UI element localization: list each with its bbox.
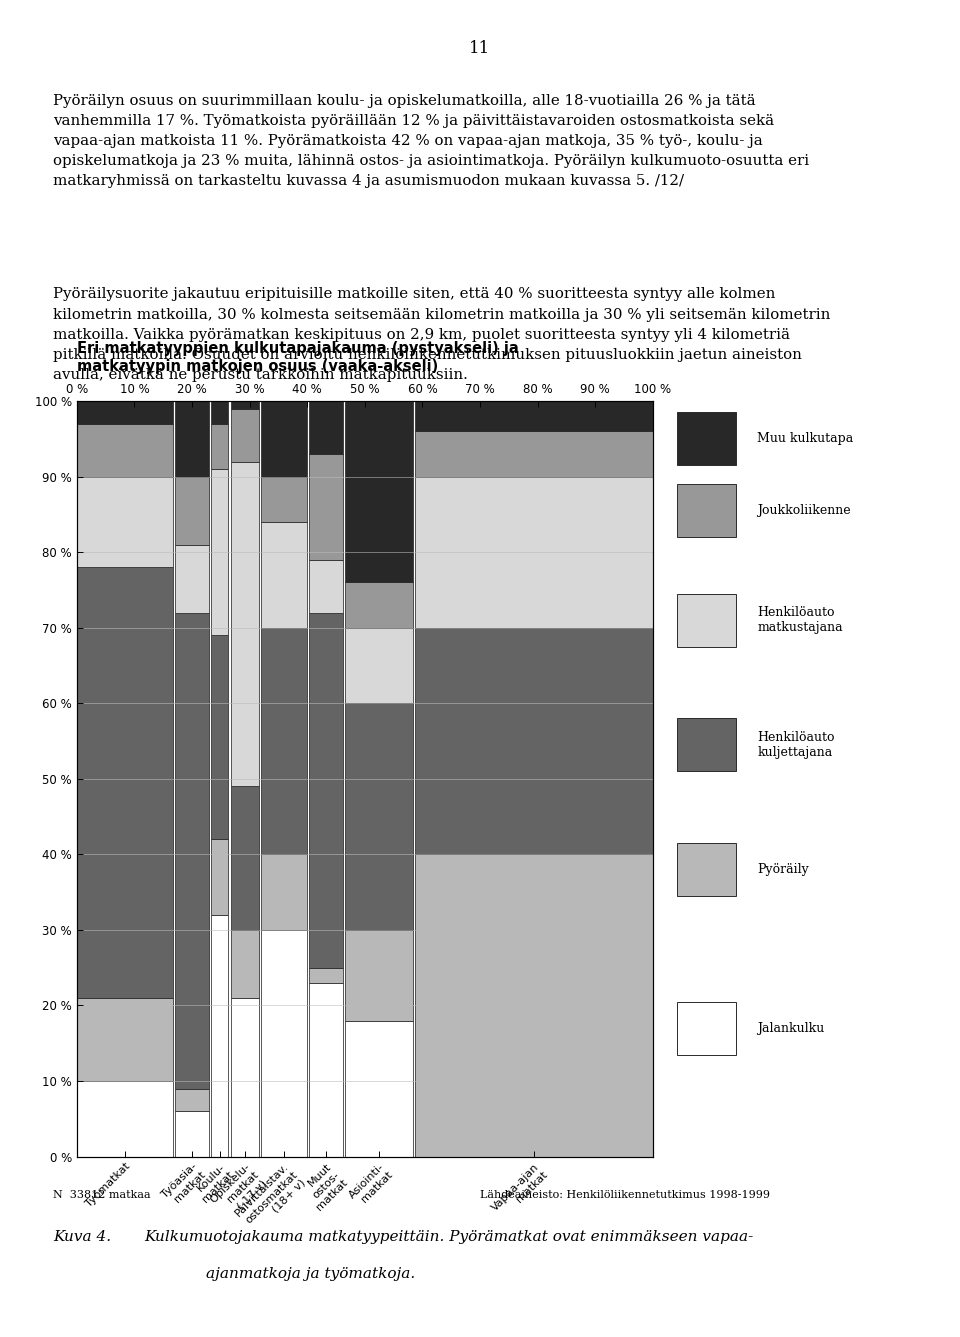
- Bar: [77, 477, 173, 567]
- Bar: [345, 703, 413, 931]
- Bar: [261, 854, 306, 931]
- Bar: [77, 401, 173, 424]
- Bar: [309, 983, 343, 1157]
- Text: Lähdeaineisto: Henkilöliikennetutkimus 1998-1999: Lähdeaineisto: Henkilöliikennetutkimus 1…: [480, 1190, 770, 1199]
- Bar: [211, 840, 228, 915]
- Bar: [309, 455, 343, 560]
- Bar: [309, 401, 343, 455]
- Bar: [230, 786, 259, 931]
- Bar: [309, 968, 343, 983]
- Bar: [345, 583, 413, 628]
- Bar: [261, 628, 306, 854]
- Bar: [309, 560, 343, 612]
- Text: Kulkumuotojakauma matkatyypeittäin. Pyörämatkat ovat enimmäkseen vapaa-: Kulkumuotojakauma matkatyypeittäin. Pyör…: [144, 1230, 754, 1243]
- Bar: [677, 484, 736, 537]
- Bar: [677, 412, 736, 465]
- Bar: [211, 915, 228, 1157]
- Bar: [230, 461, 259, 786]
- Text: Pyöräily: Pyöräily: [757, 862, 809, 876]
- Bar: [211, 424, 228, 469]
- Bar: [415, 401, 653, 432]
- Bar: [677, 718, 736, 771]
- Bar: [77, 997, 173, 1080]
- Bar: [415, 477, 653, 628]
- Bar: [77, 567, 173, 997]
- Bar: [211, 635, 228, 840]
- Bar: [415, 432, 653, 477]
- Bar: [211, 469, 228, 635]
- Bar: [261, 401, 306, 477]
- Bar: [415, 628, 653, 854]
- Bar: [309, 612, 343, 968]
- Bar: [261, 521, 306, 628]
- Bar: [176, 477, 209, 544]
- Bar: [211, 401, 228, 424]
- Bar: [77, 424, 173, 477]
- Bar: [176, 544, 209, 612]
- Text: Pyöräilyn osuus on suurimmillaan koulu- ja opiskelumatkoilla, alle 18-vuotiailla: Pyöräilyn osuus on suurimmillaan koulu- …: [53, 94, 809, 187]
- Text: 11: 11: [469, 40, 491, 57]
- Bar: [77, 1080, 173, 1157]
- Bar: [345, 401, 413, 583]
- Bar: [677, 594, 736, 647]
- Text: Jalankulku: Jalankulku: [757, 1021, 825, 1035]
- Bar: [176, 401, 209, 477]
- Bar: [677, 1001, 736, 1055]
- Bar: [230, 931, 259, 997]
- Text: Pyöräilysuorite jakautuu eripituisille matkoille siten, että 40 % suoritteesta s: Pyöräilysuorite jakautuu eripituisille m…: [53, 287, 830, 381]
- Bar: [677, 844, 736, 896]
- Bar: [176, 1088, 209, 1111]
- Bar: [230, 409, 259, 461]
- Text: Henkilöauto
matkustajana: Henkilöauto matkustajana: [757, 606, 843, 634]
- Bar: [345, 931, 413, 1020]
- Text: Muu kulkutapa: Muu kulkutapa: [757, 432, 853, 445]
- Bar: [176, 1111, 209, 1157]
- Text: Joukkoliikenne: Joukkoliikenne: [757, 504, 852, 517]
- Bar: [345, 628, 413, 703]
- Bar: [230, 401, 259, 409]
- Bar: [230, 997, 259, 1157]
- Bar: [176, 612, 209, 1088]
- Bar: [345, 1020, 413, 1157]
- Text: N  33812 matkaa: N 33812 matkaa: [53, 1190, 151, 1199]
- Text: Eri matkatyyppien kulkutapajakauma (pystyakseli) ja
matkatyypin matkojen osuus (: Eri matkatyyppien kulkutapajakauma (pyst…: [77, 341, 518, 373]
- Text: Henkilöauto
kuljettajana: Henkilöauto kuljettajana: [757, 731, 835, 759]
- Bar: [261, 931, 306, 1157]
- Text: ajanmatkoja ja työmatkoja.: ajanmatkoja ja työmatkoja.: [206, 1267, 416, 1281]
- Bar: [415, 854, 653, 1157]
- Bar: [261, 477, 306, 521]
- Text: Kuva 4.: Kuva 4.: [53, 1230, 111, 1243]
